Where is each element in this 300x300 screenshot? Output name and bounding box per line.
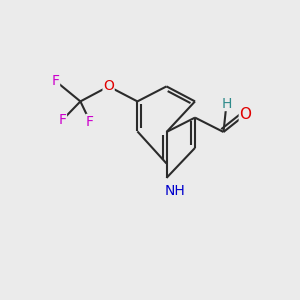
Text: F: F	[52, 74, 59, 88]
Text: O: O	[239, 107, 251, 122]
Text: H: H	[221, 97, 232, 110]
Text: O: O	[103, 80, 114, 93]
Text: NH: NH	[165, 184, 186, 198]
Text: F: F	[86, 115, 94, 128]
Text: F: F	[58, 113, 66, 127]
